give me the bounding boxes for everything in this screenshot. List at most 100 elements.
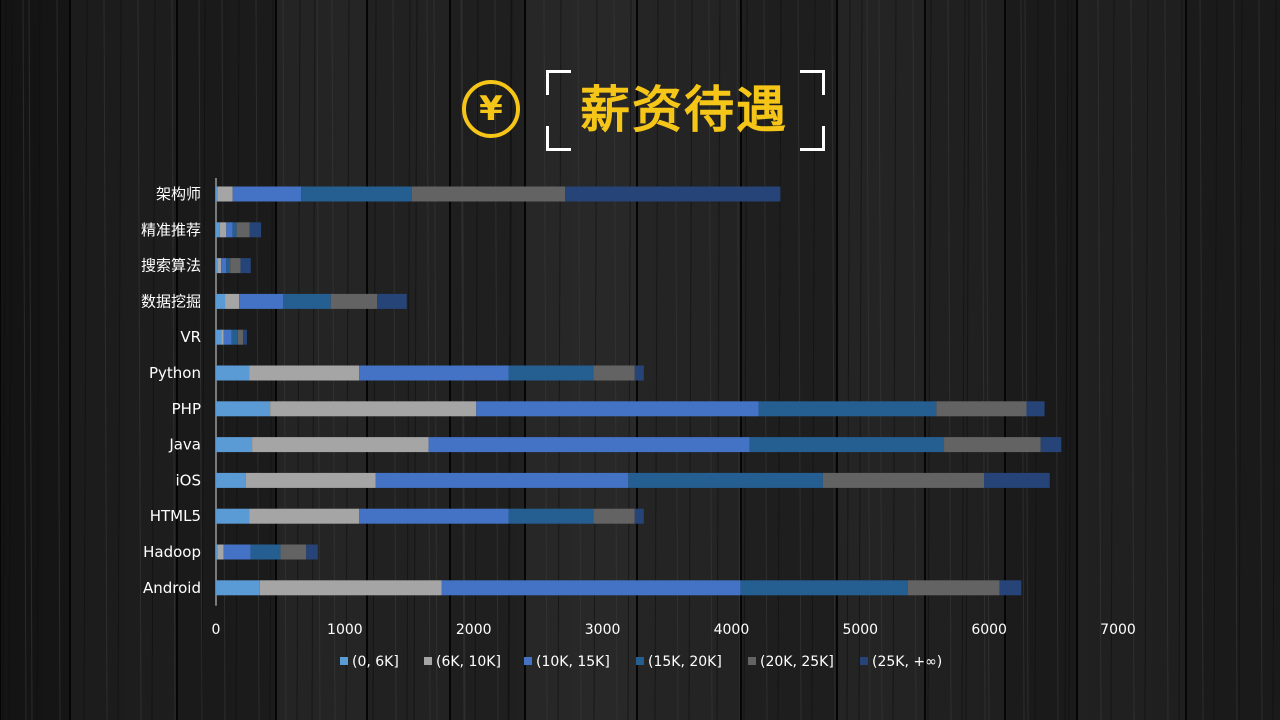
- bracket-bottom-left: [546, 126, 571, 151]
- bracket-top-left: [546, 70, 571, 95]
- bar-2-4: [230, 258, 241, 274]
- bar-3-2: [239, 293, 284, 309]
- category-label: 精准推荐: [141, 221, 201, 239]
- bar-8-5: [983, 472, 1050, 488]
- bar-7-0: [216, 437, 253, 453]
- bar-2-3: [226, 258, 231, 274]
- bar-1-5: [249, 222, 262, 238]
- legend-swatch: [524, 657, 532, 665]
- x-tick-label: 1000: [327, 622, 363, 638]
- bar-10-3: [250, 544, 281, 560]
- bar-8-4: [822, 472, 984, 488]
- legend-swatch: [340, 657, 348, 665]
- bar-3-0: [216, 293, 226, 309]
- category-label: PHP: [172, 400, 201, 418]
- category-label: 数据挖掘: [141, 292, 201, 310]
- bar-11-4: [907, 580, 1000, 596]
- bar-3-1: [225, 293, 240, 309]
- bar-11-5: [999, 580, 1022, 596]
- bar-8-3: [628, 472, 823, 488]
- category-label: iOS: [176, 471, 202, 489]
- bar-1-1: [219, 222, 227, 238]
- category-label: Python: [149, 364, 201, 382]
- x-tick-label: 2000: [456, 622, 492, 638]
- bar-1-0: [216, 222, 220, 238]
- bar-11-3: [740, 580, 908, 596]
- yen-circle-icon: ¥: [462, 80, 520, 138]
- bar-4-0: [216, 329, 222, 345]
- page-title: 薪资待遇: [580, 81, 788, 139]
- bar-9-0: [216, 508, 250, 524]
- bar-8-1: [245, 472, 376, 488]
- bar-4-2: [223, 329, 232, 345]
- bar-11-0: [216, 580, 260, 596]
- bar-9-3: [508, 508, 594, 524]
- legend-entry: (20K, 25K]: [760, 654, 834, 670]
- bar-6-1: [270, 401, 477, 417]
- bar-5-3: [508, 365, 594, 381]
- legend-entry: (0, 6K]: [352, 654, 399, 670]
- bar-0-0: [216, 186, 218, 202]
- bar-0-1: [217, 186, 233, 202]
- bar-7-1: [252, 437, 429, 453]
- bar-4-3: [231, 329, 238, 345]
- category-label: Android: [143, 579, 201, 597]
- bar-2-2: [221, 258, 227, 274]
- bar-6-2: [476, 401, 759, 417]
- bar-7-3: [749, 437, 945, 453]
- bar-2-5: [240, 258, 251, 274]
- bar-10-1: [217, 544, 224, 560]
- bar-0-4: [411, 186, 566, 202]
- bar-9-5: [634, 508, 644, 524]
- category-label: 搜索算法: [141, 257, 201, 275]
- bar-8-0: [216, 472, 246, 488]
- bar-10-0: [216, 544, 218, 560]
- bar-0-2: [232, 186, 302, 202]
- legend-swatch: [424, 657, 432, 665]
- legend-swatch: [636, 657, 644, 665]
- legend-entry: (10K, 15K]: [536, 654, 610, 670]
- bar-6-0: [216, 401, 271, 417]
- category-label: Java: [168, 436, 201, 454]
- bar-1-3: [232, 222, 237, 238]
- bar-2-1: [217, 258, 222, 274]
- bar-10-5: [306, 544, 318, 560]
- bar-0-5: [565, 186, 781, 202]
- bar-9-1: [249, 508, 360, 524]
- legend-swatch: [860, 657, 868, 665]
- bar-7-5: [1040, 437, 1062, 453]
- bar-3-3: [283, 293, 331, 309]
- bar-5-0: [216, 365, 250, 381]
- x-tick-label: 0: [212, 622, 221, 638]
- bar-3-5: [377, 293, 407, 309]
- bar-9-2: [359, 508, 509, 524]
- bracket-bottom-right: [800, 126, 825, 151]
- bar-5-2: [359, 365, 509, 381]
- category-label: VR: [180, 328, 201, 346]
- bar-7-2: [428, 437, 750, 453]
- category-label: 架构师: [156, 185, 201, 203]
- bar-1-4: [236, 222, 250, 238]
- x-tick-label: 3000: [585, 622, 621, 638]
- legend-entry: (6K, 10K]: [436, 654, 501, 670]
- bar-5-1: [249, 365, 360, 381]
- bar-10-2: [223, 544, 251, 560]
- bar-9-4: [593, 508, 635, 524]
- bar-2-0: [216, 258, 218, 274]
- bar-11-2: [441, 580, 741, 596]
- bar-4-4: [237, 329, 244, 345]
- bar-7-4: [944, 437, 1041, 453]
- bar-5-4: [593, 365, 635, 381]
- title-block: ¥ 薪资待遇: [460, 68, 830, 154]
- bar-1-2: [226, 222, 233, 238]
- legend-entry: (15K, 20K]: [648, 654, 722, 670]
- bar-4-5: [243, 329, 247, 345]
- x-tick-label: 5000: [842, 622, 878, 638]
- category-label: Hadoop: [143, 543, 201, 561]
- bar-3-4: [330, 293, 378, 309]
- bar-8-2: [375, 472, 629, 488]
- bar-4-1: [221, 329, 224, 345]
- x-tick-label: 7000: [1100, 622, 1136, 638]
